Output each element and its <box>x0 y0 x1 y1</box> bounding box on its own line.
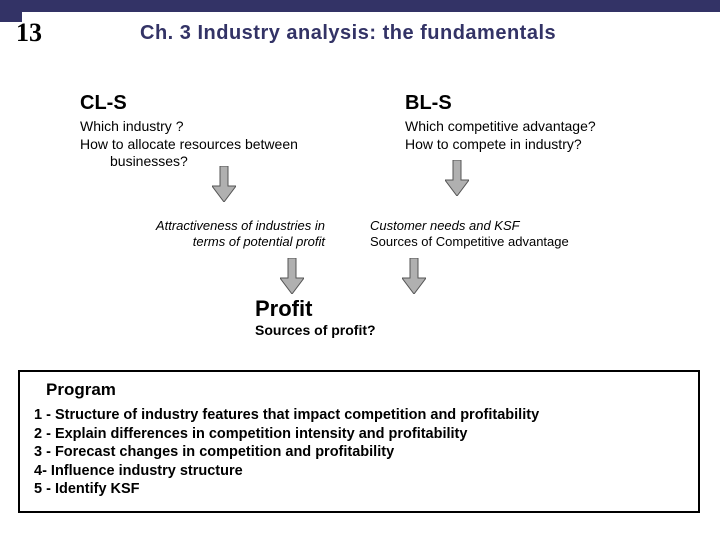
bls-q1: Which competitive advantage? <box>405 118 695 136</box>
page-title: Ch. 3 Industry analysis: the fundamental… <box>140 22 556 45</box>
bls-mid-line1: Customer needs and KSF <box>370 218 520 233</box>
bls-mid: Customer needs and KSF Sources of Compet… <box>370 218 630 251</box>
program-item: 3 - Forecast changes in competition and … <box>34 443 684 462</box>
cls-q1: Which industry ? <box>80 118 370 136</box>
program-item: 1 - Structure of industry features that … <box>34 406 684 425</box>
arrow-down-icon <box>445 160 469 196</box>
arrow-down-icon <box>212 166 236 202</box>
cls-heading: CL-S <box>80 92 370 115</box>
program-item: 2 - Explain differences in competition i… <box>34 425 684 444</box>
cls-q2: How to allocate resources between <box>80 136 370 154</box>
page-number: 13 <box>16 18 42 48</box>
bls-q2: How to compete in industry? <box>405 136 695 154</box>
program-heading: Program <box>46 380 684 400</box>
arrow-down-icon <box>402 258 426 294</box>
bls-heading: BL-S <box>405 92 695 115</box>
column-cls: CL-S Which industry ? How to allocate re… <box>80 92 370 171</box>
program-box: Program 1 - Structure of industry featur… <box>18 370 700 513</box>
header-bar <box>0 0 720 12</box>
profit-heading: Profit <box>255 296 312 322</box>
cls-mid-line1: Attractiveness of industries in <box>156 218 325 233</box>
program-item: 4- Influence industry structure <box>34 462 684 481</box>
cls-mid-line2: terms of potential profit <box>193 234 325 249</box>
column-bls: BL-S Which competitive advantage? How to… <box>405 92 695 153</box>
cls-mid: Attractiveness of industries in terms of… <box>105 218 325 251</box>
bls-mid-line2: Sources of Competitive advantage <box>370 234 569 249</box>
program-item: 5 - Identify KSF <box>34 480 684 499</box>
profit-sub: Sources of profit? <box>255 322 376 338</box>
arrow-down-icon <box>280 258 304 294</box>
